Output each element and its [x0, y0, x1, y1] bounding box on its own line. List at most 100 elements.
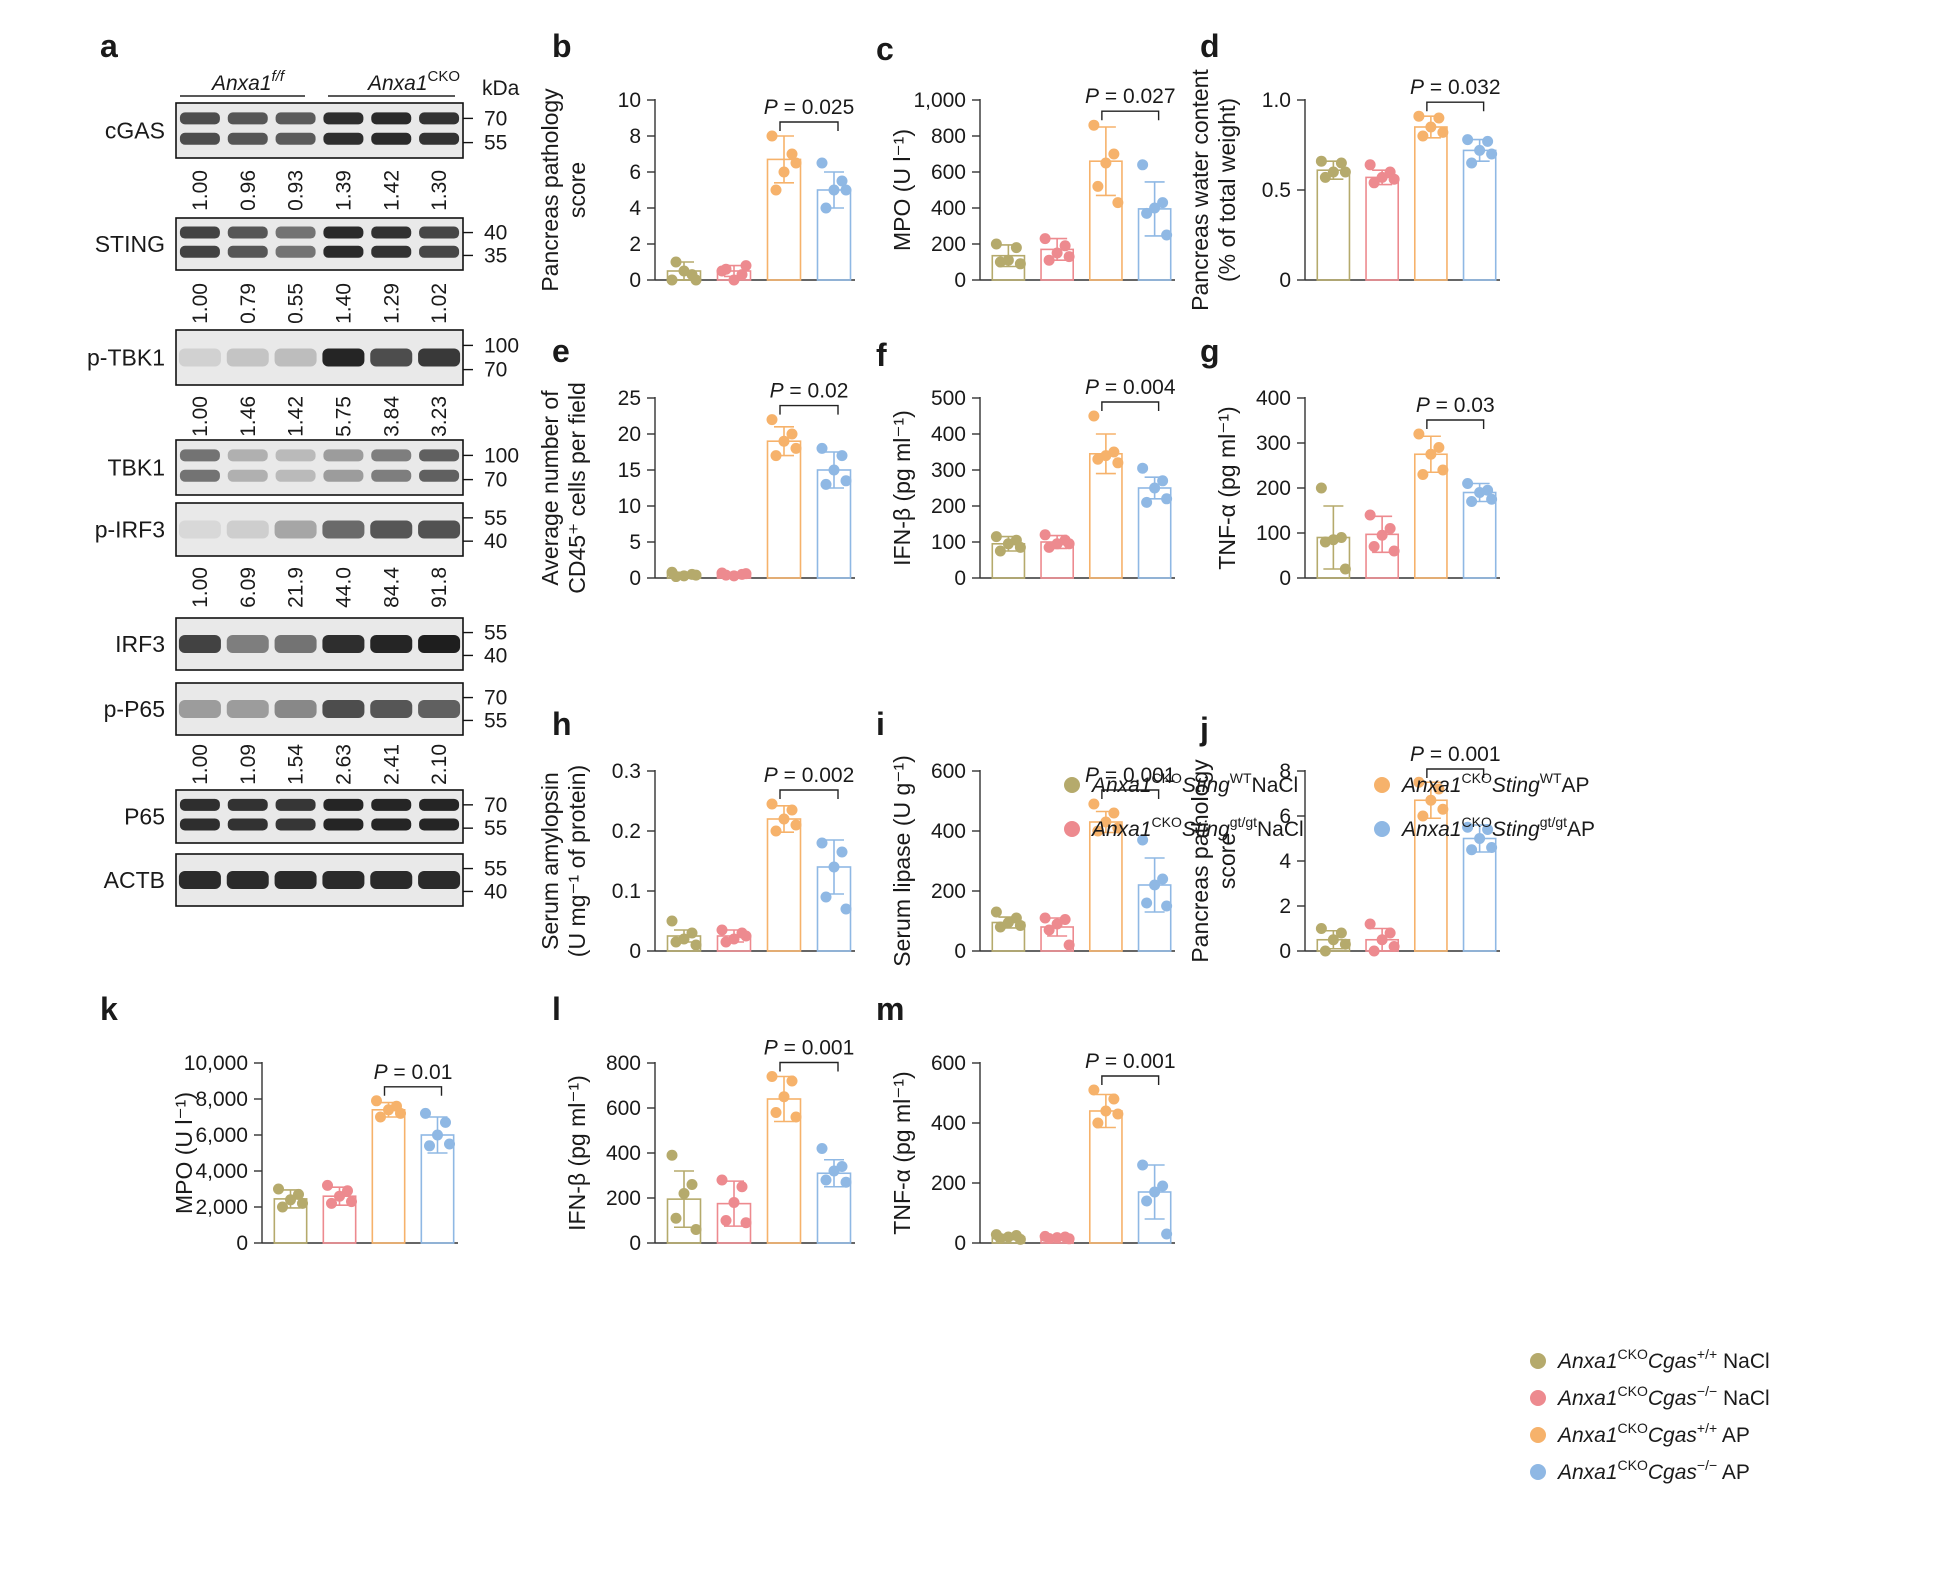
significance-bracket: [1101, 110, 1160, 121]
p-number: = 0.03: [1430, 394, 1495, 417]
data-point: [666, 274, 678, 286]
legend-label: Anxa1CKOStingWTAP: [1400, 770, 1590, 797]
band-lane: [227, 469, 268, 482]
y-tick-label: 5: [629, 531, 641, 554]
y-tick-label: 200: [931, 233, 966, 256]
data-point: [790, 442, 802, 454]
band-lane: [179, 132, 220, 145]
p-value: P = 0.001: [1085, 764, 1176, 787]
bar-group-gt_ap: [1462, 821, 1498, 952]
data-point: [690, 939, 702, 951]
data-point: [1466, 844, 1478, 856]
data-point: [740, 568, 752, 580]
data-point: [1364, 509, 1376, 521]
data-point: [375, 1111, 386, 1123]
y-axis-label: IFN-β (pg ml⁻¹): [889, 410, 915, 566]
band-lane: [227, 112, 268, 125]
band-lane: [370, 348, 413, 367]
data-point: [790, 1111, 802, 1123]
quant-value: 44.0: [332, 567, 355, 608]
chart-m: m 0 200 400 600 TNF-α (pg ml⁻¹) P = 0.001: [876, 991, 1176, 1255]
band-lane: [371, 469, 412, 482]
legend-prefix: Anxa1: [1090, 774, 1152, 797]
y-tick-label: 2: [629, 233, 641, 256]
y-axis-label: Pancreas pathology: [1187, 759, 1213, 963]
data-point: [836, 450, 848, 462]
data-point: [1417, 469, 1429, 480]
quant-value: 5.75: [332, 396, 355, 437]
quant-value: 1.42: [380, 170, 403, 211]
band-lane: [179, 449, 220, 462]
data-point: [1039, 529, 1051, 541]
band-lane: [370, 520, 413, 539]
data-point: [1376, 529, 1388, 541]
band-lane: [322, 635, 365, 653]
p-value: P = 0.01: [374, 1061, 453, 1084]
bar-group-wt_nacl: [990, 1229, 1026, 1245]
legend-gene: Sting: [1492, 818, 1540, 841]
band-lane: [419, 449, 460, 462]
data-point: [990, 906, 1002, 918]
data-point: [720, 1215, 732, 1226]
data-point: [720, 569, 732, 581]
legend-legend_sting: Anxa1CKOStingWTNaCl Anxa1CKOStingWTAPAnxa…: [1064, 770, 1595, 841]
data-point: [778, 166, 790, 178]
data-point: [1413, 776, 1425, 788]
data-point: [690, 1224, 702, 1235]
y-tick-label: 4: [1279, 850, 1291, 873]
band-label: p-IRF3: [95, 517, 165, 543]
y-axis-label: Serum lipase (U g⁻¹): [889, 755, 915, 967]
data-point: [1433, 783, 1445, 795]
band-lane: [322, 520, 365, 539]
data-point: [816, 157, 828, 169]
data-point: [840, 184, 852, 196]
data-point: [1315, 482, 1327, 494]
chart-g: g 0 100 200 300 400 TNF-α (pg ml⁻¹) P = 0.03: [1200, 333, 1500, 590]
data-point: [690, 274, 702, 286]
marker-label: 55: [484, 132, 507, 155]
quant-value: 2.10: [428, 744, 451, 785]
panel-label-e: e: [552, 333, 570, 369]
data-point: [1474, 144, 1486, 156]
significance-bracket: [1426, 101, 1485, 112]
quant-value: 1.09: [237, 744, 260, 785]
band-lane: [418, 348, 461, 367]
p-number: = 0.001: [1099, 1050, 1175, 1073]
p-symbol: P: [1410, 743, 1424, 766]
band-lane: [323, 469, 364, 482]
y-tick-label: 100: [931, 531, 966, 554]
y-tick-label: 400: [606, 1142, 641, 1165]
legend-sup: −/−: [1697, 1383, 1717, 1399]
band-lane: [226, 700, 269, 718]
data-point: [1376, 171, 1388, 183]
y-tick-label: 0: [236, 1232, 248, 1255]
y-tick-label: 15: [618, 459, 641, 482]
data-point: [1376, 934, 1388, 946]
data-point: [1384, 523, 1396, 534]
blot-frame: [175, 502, 464, 557]
data-point: [1063, 1233, 1075, 1245]
y-axis-label: Average number of: [537, 390, 563, 586]
quant-value: 1.46: [237, 396, 260, 437]
y-tick-label: 0.1: [612, 880, 641, 903]
data-point: [1088, 119, 1100, 131]
y-axis-label: CD45⁺ cells per field: [564, 382, 590, 594]
marker-label: 70: [484, 687, 507, 710]
bar-group-wt_nacl: [273, 1183, 308, 1244]
y-tick-label: 0: [954, 1232, 966, 1255]
band-lane: [227, 818, 268, 831]
y-tick-label: 400: [931, 197, 966, 220]
y-tick-label: 0: [629, 1232, 641, 1255]
data-point: [1319, 171, 1331, 183]
band-lane: [370, 635, 413, 653]
quant-value: 3.23: [428, 396, 451, 437]
data-point: [1368, 177, 1380, 189]
chart-h: h 0 0.1 0.2 0.3 Serum amylopsin (U mg⁻¹ of pro…: [537, 706, 855, 963]
quant-value: 1.30: [428, 170, 451, 211]
data-point: [990, 531, 1002, 543]
data-point: [1161, 493, 1173, 505]
legend-sup: WT: [1230, 770, 1252, 786]
